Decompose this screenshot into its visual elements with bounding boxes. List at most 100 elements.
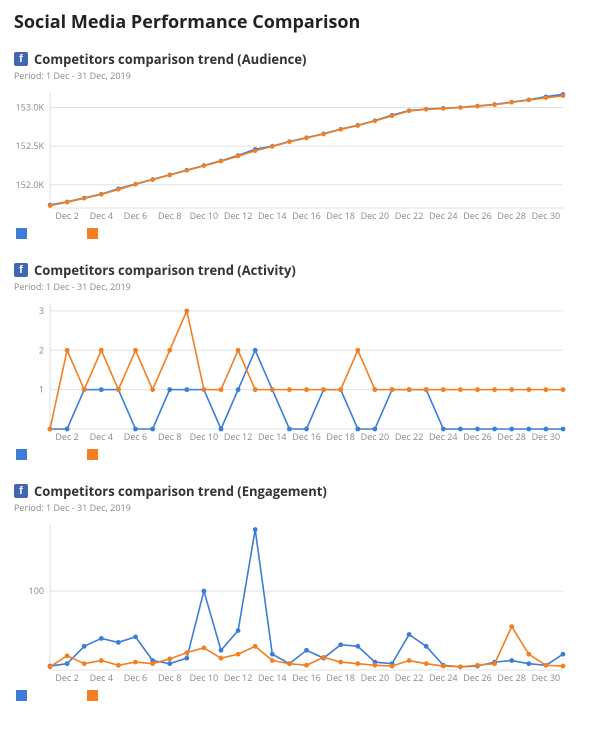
series-marker-b (185, 168, 189, 172)
series-marker-b (407, 387, 412, 392)
series-marker-a (253, 348, 258, 353)
series-marker-b (492, 387, 497, 392)
series-marker-a (287, 427, 292, 432)
series-marker-b (287, 387, 292, 392)
series-marker-b (492, 661, 497, 666)
series-marker-b (219, 656, 224, 661)
legend-swatch-series_a[interactable] (16, 228, 27, 239)
facebook-icon: f (14, 52, 28, 66)
chart-header: fCompetitors comparison trend (Engagemen… (14, 482, 597, 500)
chart-svg-activity: 123Dec 2Dec 4Dec 6Dec 8Dec 10Dec 12Dec 1… (14, 297, 569, 447)
series-marker-a (373, 427, 378, 432)
x-tick-label: Dec 28 (497, 671, 526, 684)
series-line-b (50, 96, 563, 206)
series-marker-b (287, 140, 291, 144)
x-tick-label: Dec 12 (224, 671, 253, 684)
series-marker-a (65, 427, 70, 432)
series-marker-b (509, 387, 514, 392)
y-tick-label: 153.0K (16, 100, 45, 113)
series-marker-a (424, 644, 429, 649)
series-marker-b (441, 387, 446, 392)
x-tick-label: Dec 22 (395, 671, 424, 684)
x-tick-label: Dec 18 (326, 671, 355, 684)
series-marker-b (167, 348, 172, 353)
chart-activity: fCompetitors comparison trend (Activity)… (14, 261, 597, 460)
x-tick-label: Dec 24 (429, 209, 458, 222)
series-marker-b (82, 387, 87, 392)
series-marker-a (509, 427, 514, 432)
legend-swatch-series_b[interactable] (87, 690, 98, 701)
series-marker-a (338, 642, 343, 647)
legend-swatch-series_a[interactable] (16, 690, 27, 701)
y-tick-label: 152.5K (16, 139, 45, 152)
series-marker-b (321, 132, 325, 136)
series-marker-b (407, 658, 412, 663)
x-tick-label: Dec 6 (124, 671, 147, 684)
series-marker-b (116, 187, 120, 191)
x-tick-label: Dec 14 (258, 209, 287, 222)
series-marker-b (355, 348, 360, 353)
series-marker-b (253, 644, 258, 649)
series-marker-a (219, 427, 224, 432)
x-tick-label: Dec 10 (190, 430, 219, 443)
series-marker-b (202, 646, 207, 651)
legend-swatch-series_b[interactable] (87, 228, 98, 239)
series-marker-a (236, 628, 241, 633)
x-tick-label: Dec 10 (190, 671, 219, 684)
y-tick-label: 3 (39, 304, 44, 317)
series-marker-b (527, 98, 531, 102)
series-line-b (50, 627, 563, 667)
x-tick-label: Dec 16 (292, 209, 321, 222)
series-marker-b (321, 387, 326, 392)
series-marker-a (475, 427, 480, 432)
series-marker-b (116, 663, 121, 668)
y-tick-label: 100 (29, 584, 44, 597)
series-marker-b (82, 196, 86, 200)
legend-swatch-series_a[interactable] (16, 449, 27, 460)
chart-period: Period: 1 Dec - 31 Dec, 2019 (14, 69, 597, 82)
x-tick-label: Dec 6 (124, 209, 147, 222)
series-marker-b (373, 387, 378, 392)
series-marker-b (236, 348, 241, 353)
series-marker-a (184, 387, 189, 392)
series-marker-a (492, 427, 497, 432)
x-tick-label: Dec 2 (55, 671, 78, 684)
series-marker-a (526, 661, 531, 666)
series-marker-a (355, 427, 360, 432)
x-tick-label: Dec 8 (158, 430, 181, 443)
legend (14, 228, 597, 239)
series-marker-b (270, 387, 275, 392)
series-marker-a (561, 652, 566, 657)
series-marker-b (390, 387, 395, 392)
series-marker-a (133, 634, 138, 639)
series-marker-b (321, 655, 326, 660)
x-tick-label: Dec 12 (224, 209, 253, 222)
series-marker-a (526, 427, 531, 432)
series-marker-b (150, 387, 155, 392)
series-marker-b (65, 348, 70, 353)
x-tick-label: Dec 10 (190, 209, 219, 222)
chart-title: Competitors comparison trend (Audience) (34, 50, 306, 68)
series-marker-b (441, 664, 446, 669)
series-marker-b (561, 94, 565, 98)
series-marker-b (184, 650, 189, 655)
y-tick-label: 1 (39, 383, 44, 396)
series-marker-b (270, 658, 275, 663)
series-marker-b (509, 624, 514, 629)
series-marker-b (338, 660, 343, 665)
series-marker-b (304, 663, 309, 668)
series-marker-a (65, 661, 70, 666)
x-tick-label: Dec 24 (429, 671, 458, 684)
chart-engagement: fCompetitors comparison trend (Engagemen… (14, 482, 597, 701)
legend-swatch-series_b[interactable] (87, 449, 98, 460)
series-marker-b (99, 658, 104, 663)
series-marker-b (544, 96, 548, 100)
series-marker-b (48, 203, 52, 207)
series-marker-b (407, 109, 411, 113)
series-marker-b (339, 127, 343, 131)
x-tick-label: Dec 20 (361, 671, 390, 684)
chart-header: fCompetitors comparison trend (Activity) (14, 261, 597, 279)
series-marker-b (116, 387, 121, 392)
series-marker-b (424, 661, 429, 666)
x-tick-label: Dec 20 (361, 209, 390, 222)
